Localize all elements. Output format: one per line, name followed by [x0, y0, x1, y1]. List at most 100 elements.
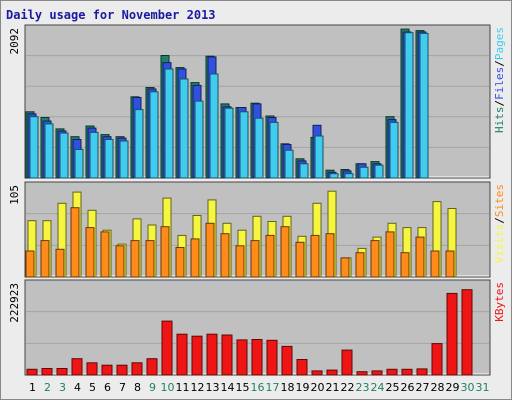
- legend-hits-files-pages: Hits/Files/Pages: [493, 27, 506, 133]
- bar-sites-day-7: [115, 245, 125, 278]
- bar-pages-day-19: [299, 163, 309, 179]
- x-tick-day-17: 17: [266, 381, 280, 394]
- x-tick-day-20: 20: [311, 381, 325, 394]
- bar-kbytes-day-19: [296, 359, 308, 376]
- bar-kbytes-day-8: [131, 362, 143, 376]
- bar-pages-day-25: [389, 121, 399, 179]
- legend-separator: /: [493, 100, 506, 107]
- bar-pages-day-8: [134, 109, 144, 179]
- bar-sites-day-10: [160, 226, 170, 278]
- bar-pages-day-5: [89, 131, 99, 179]
- bar-pages-day-18: [284, 149, 294, 179]
- bar-pages-day-13: [209, 73, 219, 179]
- x-tick-day-22: 22: [341, 381, 355, 394]
- x-tick-day-26: 26: [401, 381, 415, 394]
- bar-kbytes-day-12: [191, 335, 203, 376]
- legend-item-sites: Sites: [493, 184, 506, 217]
- bar-sites-day-9: [145, 240, 155, 278]
- bar-pages-day-20: [314, 135, 324, 179]
- bar-sites-day-25: [385, 231, 395, 278]
- bar-sites-day-26: [400, 252, 410, 278]
- bar-pages-day-10: [164, 68, 174, 179]
- x-tick-day-4: 4: [74, 381, 81, 394]
- bar-pages-day-16: [254, 117, 264, 179]
- x-tick-day-6: 6: [104, 381, 111, 394]
- bar-pages-day-1: [29, 116, 39, 179]
- x-tick-day-25: 25: [386, 381, 400, 394]
- x-tick-day-13: 13: [206, 381, 220, 394]
- bar-sites-day-4: [70, 207, 80, 278]
- x-tick-day-28: 28: [431, 381, 445, 394]
- x-tick-day-29: 29: [446, 381, 460, 394]
- x-tick-day-9: 9: [149, 381, 156, 394]
- bar-pages-day-22: [344, 173, 354, 179]
- x-tick-day-31: 31: [476, 381, 490, 394]
- bar-kbytes-day-21: [326, 369, 338, 376]
- bar-sites-day-2: [40, 240, 50, 278]
- x-tick-day-24: 24: [371, 381, 385, 394]
- bar-pages-day-14: [224, 107, 234, 179]
- bar-kbytes-day-14: [221, 334, 233, 376]
- bar-sites-day-3: [55, 248, 65, 278]
- x-tick-day-8: 8: [134, 381, 141, 394]
- y-max-tick-kbytes: 222923: [8, 283, 21, 323]
- bar-kbytes-day-11: [176, 333, 188, 376]
- bar-kbytes-day-3: [56, 368, 68, 376]
- bar-pages-day-17: [269, 121, 279, 179]
- bar-sites-day-12: [190, 238, 200, 278]
- bar-kbytes-day-24: [371, 370, 383, 376]
- bar-kbytes-day-23: [356, 371, 368, 376]
- bar-sites-day-11: [175, 247, 185, 278]
- legend-visits-sites: Visits/Sites: [493, 184, 506, 264]
- legend-item-visits: Visits: [493, 224, 506, 264]
- bar-sites-day-16: [250, 240, 260, 278]
- bar-sites-day-28: [430, 250, 440, 278]
- legend-item-kbytes: KBytes: [493, 282, 506, 322]
- x-tick-day-1: 1: [29, 381, 36, 394]
- bar-sites-day-24: [370, 240, 380, 278]
- bar-pages-day-27: [419, 32, 429, 179]
- bar-kbytes-day-26: [401, 368, 413, 376]
- bar-sites-day-6: [100, 231, 110, 278]
- legend-separator: /: [493, 60, 506, 67]
- bar-pages-day-12: [194, 100, 204, 179]
- x-tick-day-12: 12: [191, 381, 205, 394]
- legend-item-hits: Hits: [493, 107, 506, 134]
- bar-sites-day-23: [355, 252, 365, 278]
- bar-sites-day-18: [280, 226, 290, 278]
- bar-kbytes-day-9: [146, 358, 158, 376]
- bar-sites-day-15: [235, 245, 245, 278]
- bar-sites-day-22: [340, 257, 350, 278]
- bar-kbytes-day-20: [311, 370, 323, 376]
- bar-sites-day-19: [295, 241, 305, 278]
- legend-item-pages: Pages: [493, 27, 506, 60]
- bar-sites-day-14: [220, 233, 230, 278]
- bar-kbytes-day-2: [41, 368, 53, 376]
- bar-kbytes-day-6: [101, 364, 113, 376]
- bar-sites-day-21: [325, 233, 335, 278]
- x-tick-day-23: 23: [356, 381, 370, 394]
- bar-sites-day-8: [130, 240, 140, 278]
- bar-sites-day-20: [310, 234, 320, 278]
- bar-sites-day-1: [25, 250, 35, 278]
- x-tick-day-3: 3: [59, 381, 66, 394]
- bar-sites-day-13: [205, 222, 215, 278]
- bar-kbytes-day-29: [446, 292, 458, 376]
- bar-kbytes-day-17: [266, 339, 278, 376]
- x-tick-day-10: 10: [161, 381, 175, 394]
- bar-pages-day-9: [149, 91, 159, 179]
- bar-pages-day-26: [404, 32, 414, 179]
- x-tick-day-14: 14: [221, 381, 235, 394]
- bar-kbytes-day-1: [26, 368, 38, 376]
- x-tick-day-7: 7: [119, 381, 126, 394]
- bar-kbytes-day-7: [116, 364, 128, 376]
- bar-pages-day-4: [74, 149, 84, 179]
- x-tick-day-16: 16: [251, 381, 265, 394]
- bar-kbytes-day-5: [86, 362, 98, 376]
- y-max-tick-hits-files-pages: 2092: [8, 28, 21, 55]
- x-tick-day-18: 18: [281, 381, 295, 394]
- bar-kbytes-day-28: [431, 343, 443, 376]
- bar-kbytes-day-27: [416, 368, 428, 376]
- x-tick-day-11: 11: [176, 381, 190, 394]
- chart-title: Daily usage for November 2013: [6, 8, 216, 22]
